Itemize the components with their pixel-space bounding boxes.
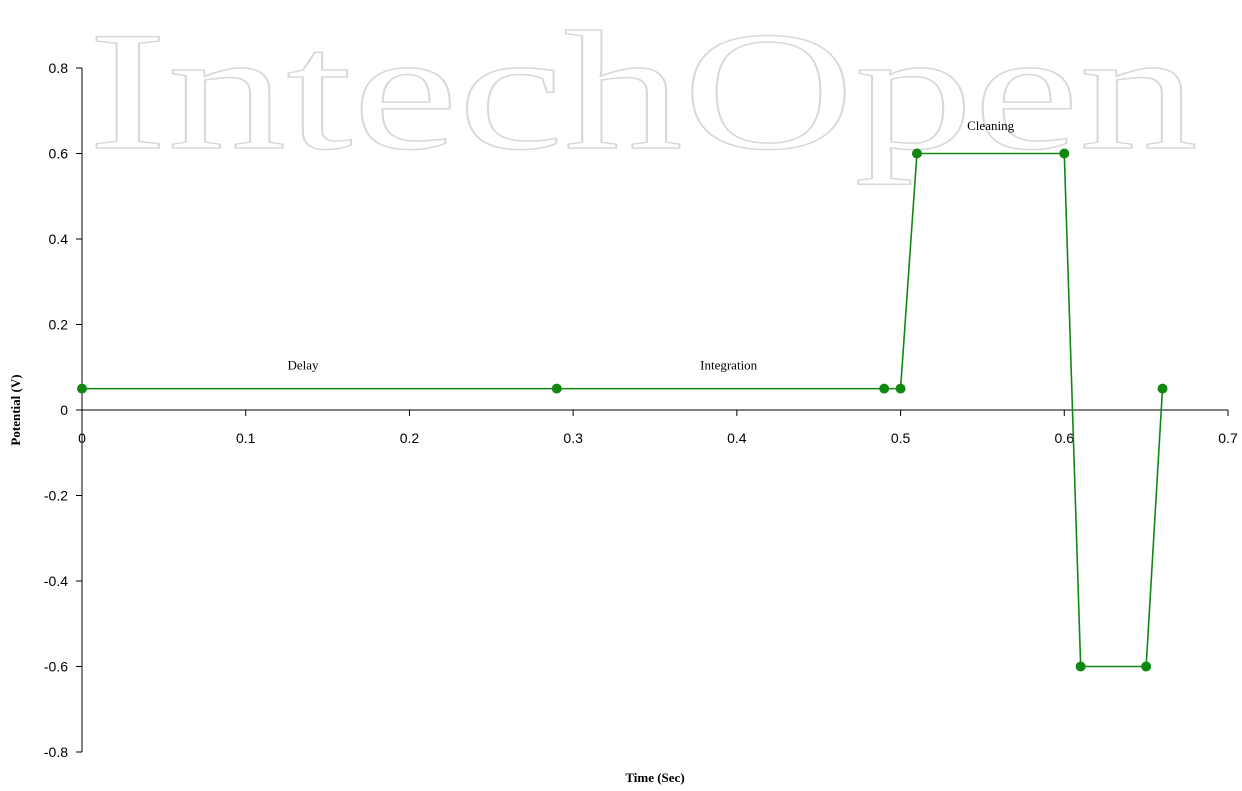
y-tick-label: 0 bbox=[60, 402, 68, 418]
y-tick-label: 0.4 bbox=[49, 231, 69, 247]
x-tick-label: 0.3 bbox=[563, 430, 583, 446]
x-axis-title: Time (Sec) bbox=[625, 770, 684, 785]
data-point bbox=[879, 383, 890, 394]
x-tick-label: 0.1 bbox=[236, 430, 256, 446]
data-point bbox=[1075, 661, 1086, 672]
watermark: IntechOpen bbox=[88, 0, 1198, 185]
annotation: Integration bbox=[700, 357, 758, 372]
y-tick-label: 0.8 bbox=[49, 60, 69, 76]
x-tick-label: 0.7 bbox=[1218, 430, 1238, 446]
data-point bbox=[895, 383, 906, 394]
annotation: Delay bbox=[287, 357, 319, 372]
x-tick-label: 0 bbox=[78, 430, 86, 446]
data-point bbox=[1141, 661, 1152, 672]
data-point bbox=[77, 383, 87, 394]
y-tick-label: -0.4 bbox=[44, 573, 68, 589]
x-tick-label: 0.2 bbox=[400, 430, 420, 446]
data-point bbox=[551, 383, 562, 394]
y-tick-label: -0.2 bbox=[44, 488, 68, 504]
y-tick-label: -0.6 bbox=[44, 659, 68, 675]
y-tick-label: -0.8 bbox=[44, 744, 68, 760]
annotation: Cleaning bbox=[967, 118, 1014, 133]
y-axis-title: Potential (V) bbox=[8, 374, 23, 445]
y-tick-label: 0.2 bbox=[49, 317, 69, 333]
x-tick-label: 0.5 bbox=[891, 430, 911, 446]
data-point bbox=[1059, 148, 1070, 159]
x-tick-label: 0.6 bbox=[1055, 430, 1075, 446]
data-point bbox=[911, 148, 922, 159]
x-tick-label: 0.4 bbox=[727, 430, 747, 446]
data-point bbox=[1157, 383, 1168, 394]
y-tick-label: 0.6 bbox=[49, 146, 69, 162]
